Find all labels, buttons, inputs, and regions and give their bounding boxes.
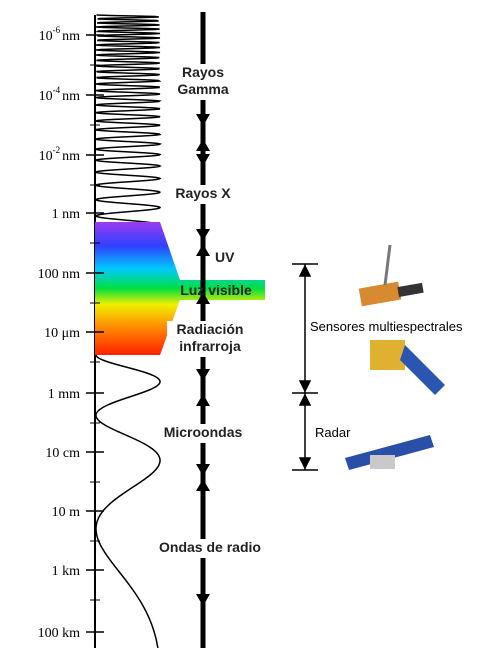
scale-label: 10-4 nm [39, 85, 81, 104]
radar-label: Radar [315, 425, 351, 440]
spine-arrow [196, 244, 210, 256]
scale-label: 1 km [52, 564, 81, 579]
spine-arrow [196, 594, 210, 606]
spine-arrow [196, 479, 210, 491]
spine-arrow [196, 369, 210, 381]
scale-label-exp: -6 [53, 25, 61, 35]
spine-arrow [196, 139, 210, 151]
band-label: UV [215, 249, 235, 265]
scale-label-base: 10 [39, 149, 53, 164]
band-label: Radiación [177, 321, 244, 337]
spine-arrow [196, 154, 210, 166]
band-label: Rayos X [175, 185, 231, 201]
satellite-3 [345, 435, 434, 470]
scale-label-exp: -2 [53, 145, 61, 155]
spine-arrow [196, 292, 210, 304]
scale-label: 1 mm [48, 387, 80, 402]
band-label-bg [172, 185, 234, 204]
scale-label: 10-6 nm [39, 25, 81, 44]
band-label: Microondas [164, 424, 243, 440]
band-label: infrarroja [179, 338, 241, 354]
multispectral-label: Sensores multiespectrales [310, 319, 463, 334]
scale-label: 10 μm [44, 326, 80, 341]
band-label: Gamma [177, 81, 229, 97]
scale-label-unit: nm [62, 89, 80, 104]
band-label: Luz visible [180, 282, 252, 298]
band-label: Ondas de radio [159, 539, 261, 555]
scale-label-unit: nm [62, 29, 80, 44]
scale-label: 10 cm [45, 446, 80, 461]
spine-arrow [196, 114, 210, 126]
band-label-bg [167, 321, 253, 357]
scale-label: 10-2 nm [39, 145, 81, 164]
satellite-1 [358, 244, 424, 307]
band-label-bg [180, 64, 226, 100]
band-label: Rayos [182, 64, 224, 80]
spine-arrow [196, 464, 210, 476]
band-label-bg [160, 424, 246, 443]
satellite-2 [370, 340, 445, 395]
scale-label-unit: nm [62, 149, 80, 164]
scale-label-base: 10 [39, 29, 53, 44]
spine-arrow [196, 229, 210, 241]
sensor-brackets [292, 263, 318, 471]
scale-label: 100 nm [38, 267, 81, 282]
scale-label-base: 10 [39, 89, 53, 104]
scale-label-exp: -4 [53, 85, 61, 95]
scale-label: 100 km [38, 626, 81, 641]
spine-arrow [196, 394, 210, 406]
scale-label: 10 m [52, 505, 81, 520]
visible-spectrum [95, 222, 265, 355]
scale-label: 1 nm [52, 207, 81, 222]
band-label-bg [151, 539, 269, 558]
